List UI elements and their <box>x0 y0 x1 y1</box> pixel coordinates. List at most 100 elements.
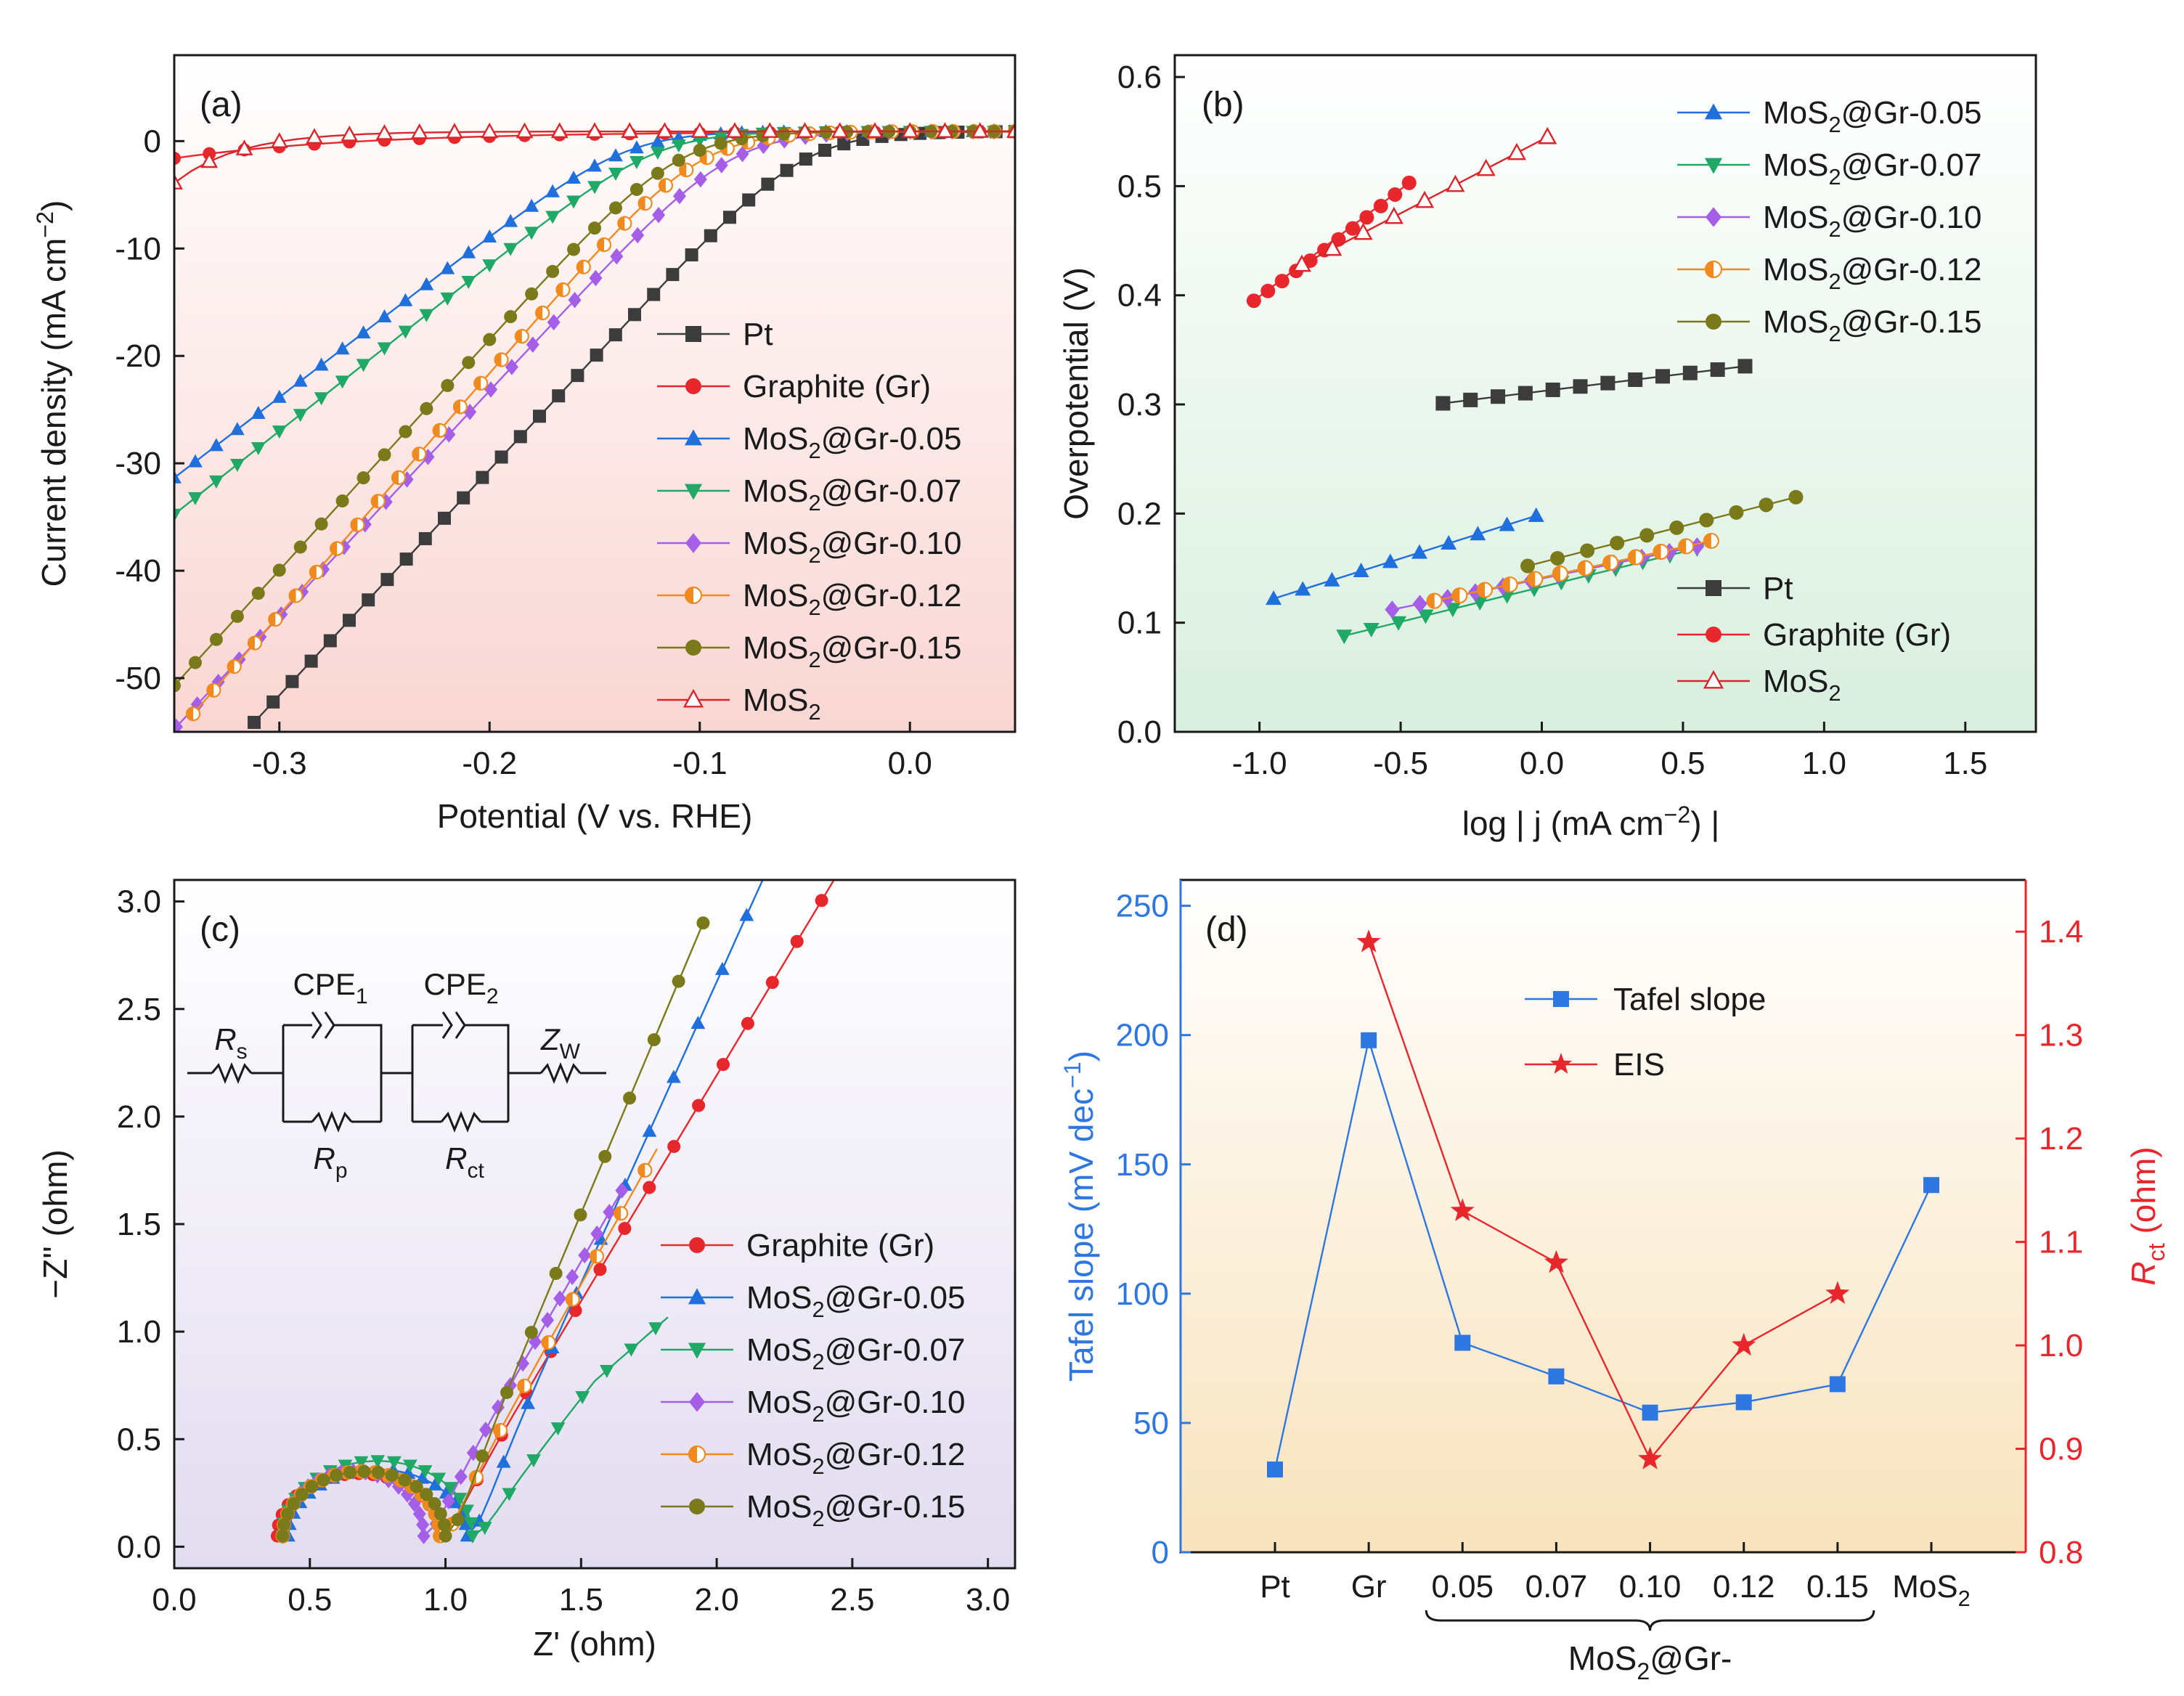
x-tick-label: -0.3 <box>252 746 307 781</box>
data-point-mos12 <box>1653 543 1669 560</box>
x-tick-label: 0.0 <box>152 1582 196 1618</box>
marker-fill-half <box>392 470 399 484</box>
data-point-mos15 <box>295 1488 309 1501</box>
data-point-mos10 <box>603 1204 616 1220</box>
data-point-mos2 <box>936 122 954 138</box>
data-point-pt <box>647 288 661 301</box>
x-tick-label: 0.5 <box>1661 746 1705 781</box>
data-point-tafel <box>1267 1461 1283 1478</box>
data-point-mos2 <box>796 122 814 138</box>
marker-fill-half <box>515 330 522 343</box>
data-point-mos2 <box>410 123 428 139</box>
data-point-pt <box>1573 379 1588 394</box>
data-point-mos15 <box>608 201 622 215</box>
y2-tick-label: 1.3 <box>2039 1018 2083 1053</box>
data-point-mos10 <box>441 1493 455 1509</box>
data-point-mos12 <box>555 282 571 298</box>
legend-item: MoS2​ <box>1677 664 1841 706</box>
marker-fill-half <box>638 1163 645 1177</box>
data-point-pt <box>304 654 318 668</box>
data-point-mos10 <box>553 1290 567 1307</box>
data-point-mos2 <box>200 152 219 168</box>
legend-label: MoS2​ <box>1763 664 1841 706</box>
marker-fill-half <box>1427 593 1435 608</box>
x-tick-label: -0.1 <box>672 746 728 781</box>
marker-fill-half <box>248 636 255 650</box>
y2-tick-label: 0.8 <box>2039 1535 2083 1570</box>
legend-marker <box>682 688 704 708</box>
data-point-mos12 <box>514 329 529 344</box>
data-point-gr <box>618 1222 632 1236</box>
data-point-mos10 <box>578 1247 592 1264</box>
legend-marker <box>689 1499 705 1514</box>
data-point-mos12 <box>589 1249 605 1264</box>
data-point-mos15 <box>588 221 601 235</box>
data-point-mos15 <box>305 1480 319 1493</box>
data-point-mos05 <box>188 454 203 468</box>
legend-item: MoS2​@Gr-0.05 <box>657 421 961 463</box>
data-point-mos15 <box>451 1513 465 1527</box>
data-point-mos15 <box>714 136 728 150</box>
data-point-gr <box>1246 293 1261 309</box>
data-point-mos07 <box>417 1465 433 1479</box>
legend-item: Graphite (Gr) <box>657 369 931 404</box>
data-point-mos07 <box>465 1530 480 1544</box>
data-point-mos07 <box>440 292 455 306</box>
circuit-label-rs: Rs <box>214 1022 247 1064</box>
marker-fill-half <box>1703 533 1711 548</box>
data-point-mos05 <box>461 245 476 258</box>
data-point-pt <box>1491 389 1506 404</box>
x-tick-label: 0.12 <box>1713 1569 1775 1605</box>
series-line-eis <box>1367 942 1838 1461</box>
data-point-mos15 <box>1610 535 1625 550</box>
data-point-mos07 <box>608 167 623 181</box>
data-point-mos2 <box>341 125 359 142</box>
data-point-mos12 <box>565 1292 580 1307</box>
data-point-mos07 <box>566 195 581 209</box>
data-point-mos2 <box>1538 126 1557 144</box>
data-point-mos05 <box>419 277 434 290</box>
data-point-mos07 <box>354 1456 369 1469</box>
cpe-1 <box>311 1011 335 1039</box>
data-point-mos07 <box>229 458 245 472</box>
data-point-mos12 <box>576 259 591 274</box>
plot-frame <box>173 54 1016 733</box>
data-point-gr <box>569 1304 582 1318</box>
y-tick-label: 0.2 <box>1117 496 1162 531</box>
data-point-mos07 <box>545 211 560 224</box>
data-point-mos15 <box>174 679 181 693</box>
legend-marker <box>688 1445 706 1464</box>
legend-marker <box>1704 260 1723 279</box>
data-point-mos15 <box>420 401 433 415</box>
data-point-mos15 <box>433 1507 447 1521</box>
legend-item: MoS2​@Gr-0.12 <box>657 578 961 620</box>
data-point-mos2 <box>971 122 989 138</box>
data-point-mos05 <box>229 422 245 436</box>
data-point-mos15 <box>777 127 791 141</box>
legend-marker <box>1706 580 1721 596</box>
data-point-mos05 <box>293 373 308 387</box>
data-point-mos12 <box>1451 587 1468 604</box>
data-point-mos15 <box>696 916 710 930</box>
series-pt <box>248 125 1015 729</box>
data-point-mos12 <box>1627 549 1644 566</box>
data-point-mos10 <box>568 292 582 309</box>
data-point-mos2 <box>516 122 534 139</box>
data-point-tafel <box>1923 1177 1939 1194</box>
data-point-mos15 <box>251 587 265 600</box>
data-point-mos05 <box>690 1016 706 1030</box>
marker-fill-half <box>1653 544 1661 559</box>
data-point-gr <box>643 1181 656 1194</box>
data-point-mos12 <box>492 1423 508 1438</box>
y-tick-label: 0.1 <box>1117 606 1162 641</box>
legend-item: Pt <box>1677 571 1793 606</box>
data-point-mos12 <box>1577 560 1594 576</box>
data-point-mos15 <box>1759 497 1774 513</box>
y2-tick-label: 1.0 <box>2039 1328 2083 1363</box>
data-point-mos05 <box>521 1395 536 1409</box>
y-tick-label: 1.0 <box>117 1314 161 1350</box>
legend-b-bottom: Pt Graphite (Gr) MoS2​ <box>1677 571 1951 706</box>
legend-marker <box>1704 158 1723 174</box>
plot-frame <box>1173 54 2037 733</box>
x-tick-label: 0.0 <box>888 746 932 781</box>
